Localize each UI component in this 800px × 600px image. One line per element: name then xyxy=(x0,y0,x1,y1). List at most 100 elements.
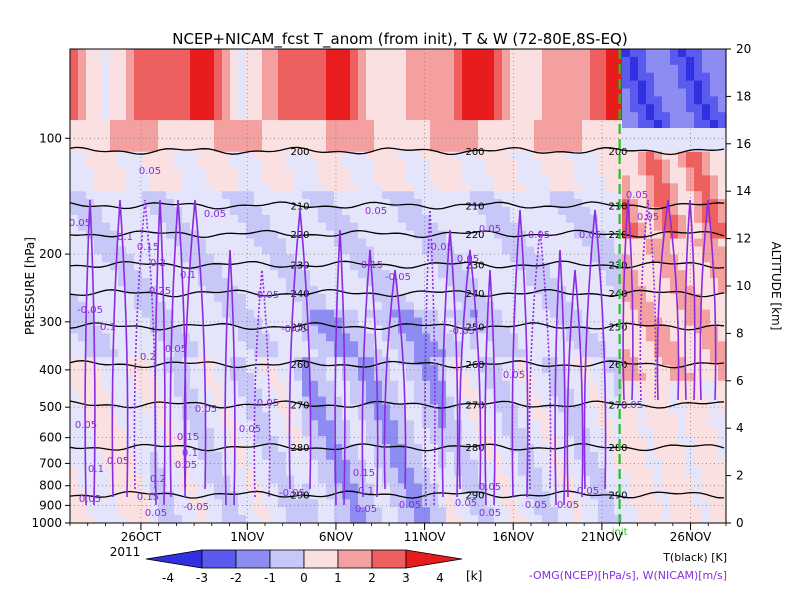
date-tick-label: 26OCT xyxy=(121,530,162,544)
colorbar-segment xyxy=(303,549,339,569)
velocity-contour-line xyxy=(699,199,717,401)
colorbar-tick-label: -2 xyxy=(230,571,242,585)
temperature-contour-label: 240 xyxy=(608,289,627,300)
temperature-contour-label: 220 xyxy=(290,230,309,241)
altitude-tick-label: 6 xyxy=(736,374,744,388)
altitude-tick-label: 12 xyxy=(736,232,751,246)
grid-lines xyxy=(70,49,726,524)
pressure-tick-label: 400 xyxy=(39,363,62,377)
legend-note-velocity: -OMG(NCEP)[hPa/s], W(NICAM)[m/s] xyxy=(529,569,727,582)
pressure-tick-label: 700 xyxy=(39,456,62,470)
velocity-contour-label: 0.2 xyxy=(150,258,166,269)
velocity-contour-label: 0.25 xyxy=(149,286,171,297)
velocity-contour-label: 0.05 xyxy=(165,344,187,355)
colorbar-segment xyxy=(145,549,203,569)
velocity-contour-line xyxy=(528,229,552,490)
velocity-contour-label: 0.05 xyxy=(399,500,421,511)
velocity-contour-label: 0.05 xyxy=(525,500,547,511)
temperature-contour-label: 230 xyxy=(290,261,309,272)
pressure-tick-label: 800 xyxy=(39,479,62,493)
date-tick-label: 21NOV xyxy=(581,530,623,544)
colorbar-tick-label: 2 xyxy=(368,571,376,585)
velocity-contour-line xyxy=(84,199,96,506)
temperature-contour-label: 240 xyxy=(290,289,309,300)
velocity-contour-line xyxy=(183,199,207,490)
temperature-contour-label: 270 xyxy=(608,401,627,412)
velocity-contour-line xyxy=(484,269,496,506)
velocity-contour-label: 0.05 xyxy=(239,424,261,435)
velocity-contour-label: 0.05 xyxy=(145,508,167,519)
temperature-contour-line xyxy=(69,490,725,499)
velocity-contour-label: 0.15 xyxy=(137,492,159,503)
temperature-contour-label: 280 xyxy=(465,443,484,454)
velocity-contour-label: 0.05 xyxy=(79,494,101,505)
velocity-contour-line xyxy=(224,249,236,506)
velocity-contour-line xyxy=(383,269,407,490)
colorbar-tick-label: 4 xyxy=(436,571,444,585)
temperature-contour-label: 220 xyxy=(465,230,484,241)
velocity-contour-line xyxy=(511,209,529,498)
velocity-contour-label: -0.05 xyxy=(385,272,411,283)
altitude-tick-label: 2 xyxy=(736,469,744,483)
date-tick-label: 26NOV xyxy=(670,530,712,544)
temperature-contour-line xyxy=(69,146,725,156)
colorbar-tick-label: -4 xyxy=(162,571,174,585)
velocity-contour-label: 0.05 xyxy=(457,254,479,265)
velocity-contour-line xyxy=(424,209,436,506)
velocity-contour-line xyxy=(288,209,312,490)
date-tick-label: 16NOV xyxy=(492,530,534,544)
velocity-contour-label: 0.05 xyxy=(257,398,279,409)
velocity-contour-label: -0.05 xyxy=(449,326,475,337)
temperature-contour-label: 230 xyxy=(465,261,484,272)
x-axis-year: 2011 xyxy=(110,545,141,559)
colorbar-segment xyxy=(405,549,463,569)
temperature-contour-line xyxy=(69,400,725,409)
temperature-contours: 200 200 200 210 210 210 220 220 220 230 230 230 240 2… xyxy=(69,146,725,502)
velocity-contour-label: 0.05 xyxy=(579,230,601,241)
altitude-tick-label: 14 xyxy=(736,184,751,198)
temperature-contour-line xyxy=(69,360,725,369)
velocity-contour-label: 0.05 xyxy=(503,370,525,381)
pressure-tick-label: 500 xyxy=(39,400,62,414)
velocity-contour-label: 0.1 xyxy=(180,270,196,281)
velocity-contour-label: 0.15 xyxy=(137,242,159,253)
velocity-contour-label: -0.05 xyxy=(281,324,307,335)
altitude-tick-label: 8 xyxy=(736,326,744,340)
velocity-contour-label: 0.15 xyxy=(361,260,383,271)
altitude-tick-label: 16 xyxy=(736,137,751,151)
altitude-tick-label: 20 xyxy=(736,42,751,56)
temperature-contour-label: 270 xyxy=(290,401,309,412)
velocity-contour-label: 0.05 xyxy=(528,230,550,241)
velocity-contour-label: 0.05 xyxy=(175,460,197,471)
velocity-contour-label: 0.05 xyxy=(69,218,91,229)
velocity-contour-label: 0.1 xyxy=(358,486,374,497)
pressure-tick-label: 1000 xyxy=(31,516,62,530)
velocity-contour-label: 0.05 xyxy=(195,404,217,415)
y-axis-label-left: PRESSURE [hPa] xyxy=(23,237,37,335)
colorbar-segment xyxy=(371,549,407,569)
temperature-contour-line xyxy=(69,260,725,269)
pressure-axis: 100 200 300 400 500 600 700 800 900 1000 xyxy=(31,131,70,530)
date-tick-label: 1NOV xyxy=(230,530,265,544)
temperature-contour-label: 210 xyxy=(608,201,627,212)
colorbar-tick-label: -1 xyxy=(264,571,276,585)
velocity-contour-label: 0.05 xyxy=(75,420,97,431)
velocity-contour-line xyxy=(684,199,696,401)
velocity-contour-label: -0.05 xyxy=(183,502,209,513)
velocity-contour-label: 0.05 xyxy=(355,504,377,515)
colorbar-segment xyxy=(235,549,271,569)
velocity-contour-line xyxy=(133,199,157,490)
colorbar-tick-label: 3 xyxy=(402,571,410,585)
velocity-contour-line xyxy=(566,269,584,498)
temperature-contour-label: 290 xyxy=(290,491,309,502)
init-marker-label: init xyxy=(612,527,628,538)
temperature-contour-label: 210 xyxy=(465,201,484,212)
anomaly-shading xyxy=(70,49,727,524)
velocity-contour-line xyxy=(583,209,607,490)
velocity-contour-label: 0.05 xyxy=(257,290,279,301)
date-tick-label: 11NOV xyxy=(404,530,446,544)
velocity-contour-label: 0.05 xyxy=(479,224,501,235)
velocity-contour-label: 0.05 xyxy=(479,508,501,519)
colorbar-tick-label: 1 xyxy=(334,571,342,585)
temperature-contour-line xyxy=(69,443,725,452)
